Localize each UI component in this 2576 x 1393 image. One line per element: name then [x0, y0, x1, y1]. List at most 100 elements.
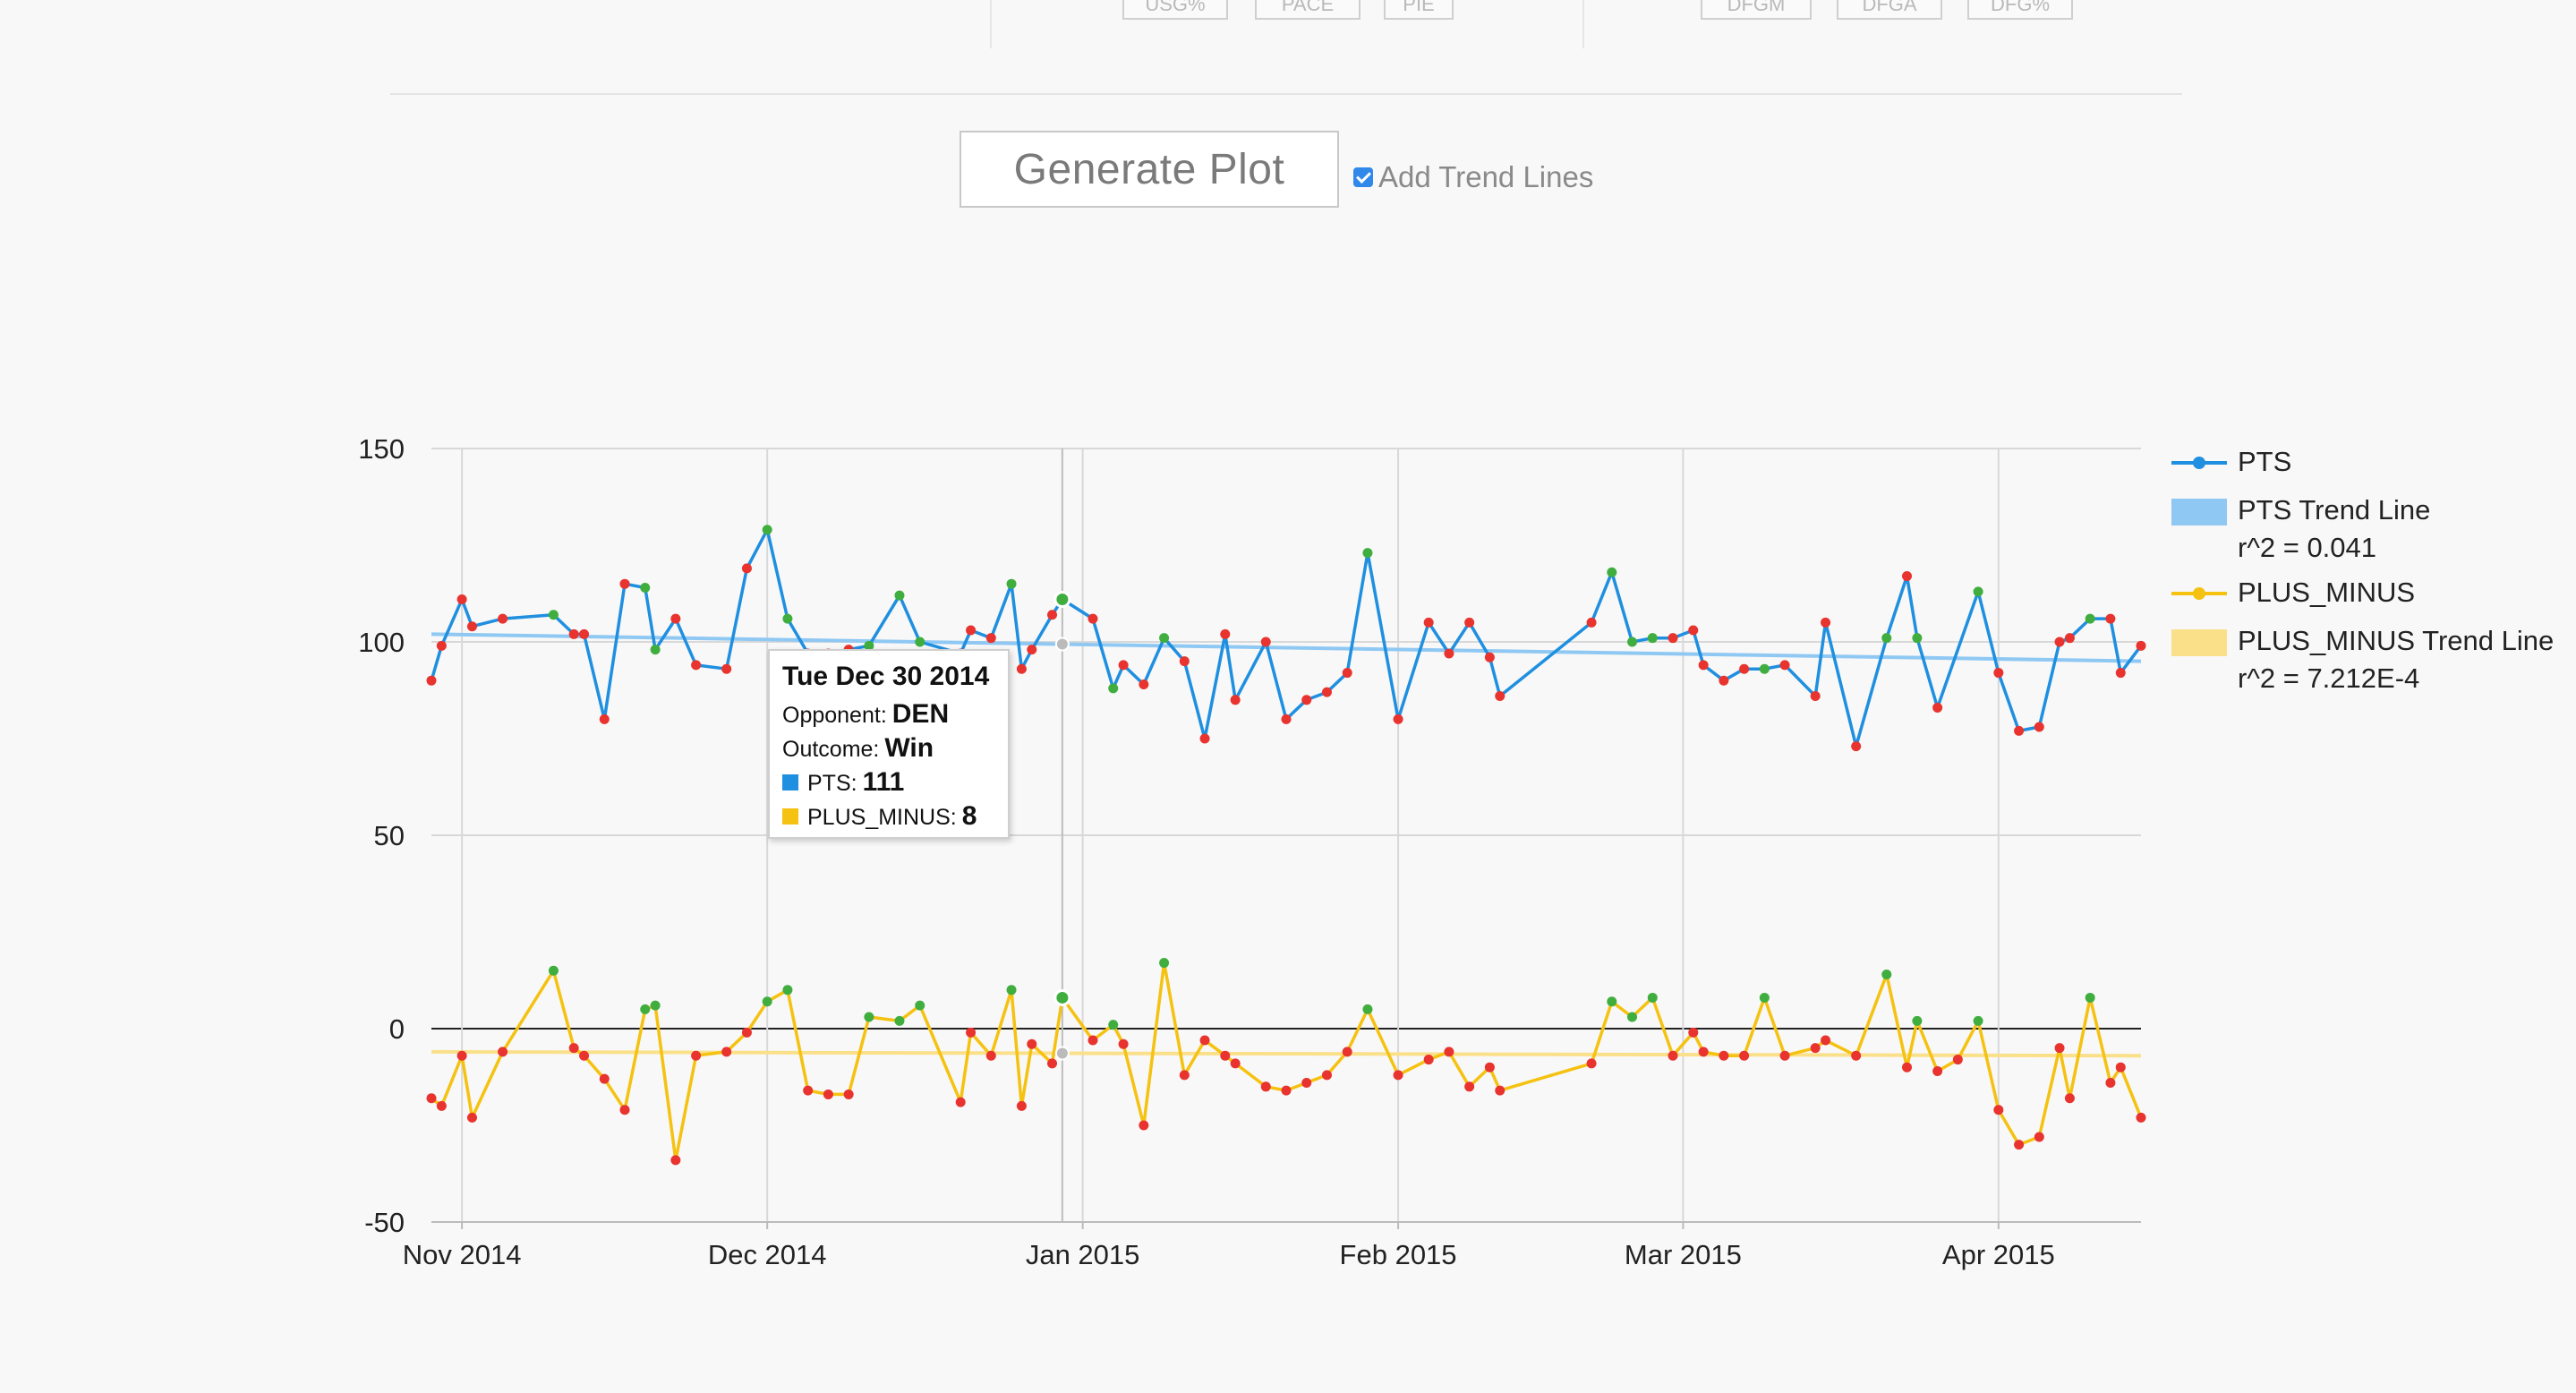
y-tick-label: 50 [374, 820, 405, 851]
section-divider [390, 93, 2182, 95]
pm-point-loss [619, 1105, 630, 1115]
stat-toggle-dfga[interactable]: DFGA [1837, 0, 1942, 20]
pm-point-loss [2136, 1112, 2146, 1123]
pts-point-loss [1301, 695, 1312, 705]
pts-point-loss [741, 563, 752, 574]
pm-point-loss [1821, 1035, 1831, 1046]
tooltip-outcome: Outcome: Win [782, 733, 995, 764]
stat-toggle-usg[interactable]: USG% [1122, 0, 1228, 20]
pts-point-win [640, 583, 651, 594]
pm-point-loss [1444, 1047, 1454, 1057]
generate-plot-button[interactable]: Generate Plot [960, 131, 1339, 208]
pts-point-loss [1444, 648, 1454, 659]
legend-item-pm-trend[interactable]: PLUS_MINUS Trend Line r^2 = 7.212E-4 [2166, 622, 2560, 697]
pts-point-loss [456, 594, 467, 604]
x-tick-label: Dec 2014 [708, 1239, 827, 1270]
pm-point-win [640, 1004, 651, 1014]
pts-point-win [915, 637, 925, 647]
pts-point-loss [1281, 714, 1292, 724]
pm-point-win [548, 965, 559, 976]
trend-lines-checkbox[interactable] [1353, 167, 1373, 187]
trend-lines [431, 632, 2142, 1058]
pm-point-loss [1016, 1100, 1027, 1111]
stat-toggle-pie[interactable]: PIE [1384, 0, 1454, 20]
pts-point-loss [1719, 675, 1729, 686]
tooltip-opponent-label: Opponent: [782, 703, 887, 728]
pts-point-loss [1484, 652, 1495, 662]
grid [431, 448, 2141, 1223]
pts-point-loss [2064, 633, 2075, 644]
x-tick-label: Feb 2015 [1340, 1239, 1457, 1270]
pm-point-win [2085, 992, 2095, 1003]
pm-point-loss [1393, 1070, 1403, 1081]
pm-point-win [1053, 988, 1071, 1006]
stat-toggle-dfgpct[interactable]: DFG% [1967, 0, 2073, 20]
pts-point-loss [1260, 637, 1271, 647]
pts-point-loss [1586, 617, 1597, 628]
pts-point-win [1108, 683, 1119, 694]
pm-point-win [1108, 1020, 1119, 1030]
x-tick-label: Apr 2015 [1942, 1239, 2055, 1270]
pm-point-loss [1199, 1035, 1210, 1046]
pts-point-loss [436, 640, 447, 651]
pm-point-loss [1484, 1062, 1495, 1073]
pm-point-win [1362, 1004, 1373, 1014]
pm-point-loss [1281, 1085, 1292, 1096]
pts-point-loss [1016, 663, 1027, 674]
pm-swatch-icon [782, 808, 798, 825]
tooltip-outcome-value: Win [884, 733, 934, 763]
pts-point-loss [691, 660, 702, 671]
pm-point-win [864, 1012, 874, 1022]
pts-point-loss [1932, 702, 1943, 713]
pm-point-loss [1739, 1050, 1750, 1061]
pts-point-loss [579, 628, 590, 639]
pts-point-loss [1139, 679, 1149, 690]
pm-point-loss [1118, 1038, 1129, 1049]
pm-point-loss [1047, 1058, 1058, 1069]
pts-point-win [864, 640, 874, 651]
stat-toggle-dfgm[interactable]: DFGM [1701, 0, 1812, 20]
pts-point-loss [1902, 571, 1913, 582]
column-divider [990, 0, 992, 48]
stat-selector-fragment: USG% PACE PIE DFGM DFGA DFG% [0, 0, 2576, 54]
pts-point-loss [1199, 733, 1210, 744]
pts-point-loss [426, 675, 437, 686]
y-tick-label: -50 [364, 1207, 405, 1238]
pm-point-loss [1993, 1105, 2004, 1115]
pm-point-loss [1260, 1081, 1271, 1092]
pts-point-loss [1230, 695, 1241, 705]
pm-point-win [1973, 1015, 1983, 1026]
pm-point-loss [803, 1085, 814, 1096]
pm-point-loss [691, 1050, 702, 1061]
legend-item-pm[interactable]: PLUS_MINUS [2166, 574, 2560, 611]
pts-point-win [1006, 578, 1017, 589]
pm-point-loss [2105, 1077, 2116, 1088]
pm-point-win [1912, 1015, 1923, 1026]
legend-item-pts[interactable]: PTS [2166, 443, 2560, 481]
pts-point-loss [1810, 690, 1821, 701]
pm-point-loss [1810, 1043, 1821, 1054]
pts-point-win [782, 613, 793, 624]
trend-lines-toggle[interactable]: Add Trend Lines [1353, 159, 1593, 195]
legend-item-pts-trend[interactable]: PTS Trend Line r^2 = 0.041 [2166, 491, 2560, 567]
pm-trend-swatch-icon [2171, 629, 2227, 656]
pts-trend-line [431, 632, 2142, 663]
pm-point-loss [1902, 1062, 1913, 1073]
pm-point-loss [670, 1155, 681, 1166]
pm-point-loss [436, 1100, 447, 1111]
pm-point-loss [579, 1050, 590, 1061]
pm-point-loss [466, 1112, 477, 1123]
pm-point-loss [1423, 1055, 1434, 1065]
pts-point-loss [1179, 656, 1190, 667]
tooltip-pm-value: 8 [961, 801, 977, 831]
pts-point-loss [1698, 660, 1709, 671]
pts-point-loss [1220, 628, 1231, 639]
pts-point-loss [498, 613, 508, 624]
tooltip-date: Tue Dec 30 2014 [782, 662, 990, 691]
pts-point-win [1973, 586, 1983, 597]
pts-point-loss [966, 625, 977, 636]
pts-point-loss [619, 578, 630, 589]
stat-toggle-pace[interactable]: PACE [1255, 0, 1361, 20]
pm-point-loss [1932, 1066, 1943, 1077]
pts-point-loss [1851, 741, 1862, 752]
